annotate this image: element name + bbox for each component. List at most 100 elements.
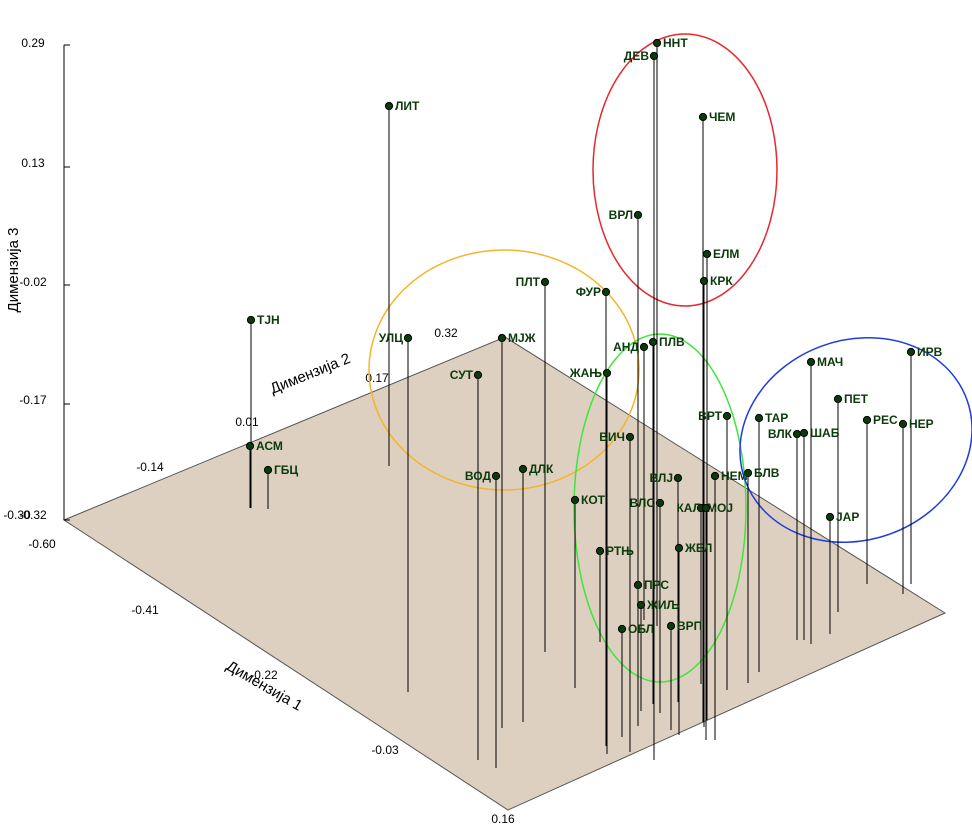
point-marker-5 <box>702 249 712 259</box>
point-label-32: ВЛЈ <box>650 471 673 485</box>
point-marker-29 <box>518 464 528 474</box>
point-label-37: ЈАР <box>836 510 859 524</box>
point-label-4: ВРЛ <box>609 208 633 222</box>
point-marker-18 <box>833 394 843 404</box>
point-marker-15 <box>473 370 483 380</box>
point-marker-36 <box>701 503 711 513</box>
point-marker-22 <box>898 419 908 429</box>
point-label-0: ННТ <box>663 36 688 50</box>
point-label-40: ПРС <box>644 578 669 592</box>
point-marker-13 <box>648 337 658 347</box>
point-label-10: УЛЦ <box>379 331 403 345</box>
point-marker-31 <box>710 471 720 481</box>
point-marker-25 <box>625 432 635 442</box>
y-tick-label-3: 0.17 <box>365 371 389 385</box>
point-marker-8 <box>601 287 611 297</box>
x-tick-label-4: 0.16 <box>491 812 515 826</box>
point-marker-34 <box>655 498 665 508</box>
point-label-23: ВЛК <box>768 427 793 441</box>
point-marker-3 <box>384 101 394 111</box>
x-tick-label-1: -0.41 <box>131 603 159 617</box>
point-label-22: НЕР <box>909 417 934 431</box>
cluster-ellipse-orange <box>368 249 640 491</box>
point-label-33: КОТ <box>581 493 606 507</box>
point-marker-2 <box>698 112 708 122</box>
cluster-ellipse-red <box>592 33 778 307</box>
point-label-16: МАЧ <box>817 355 843 369</box>
point-label-30: БЛВ <box>754 466 780 480</box>
point-label-26: АСМ <box>256 439 283 453</box>
point-label-5: ЕЛМ <box>713 247 739 261</box>
point-label-2: ЧЕМ <box>709 110 735 124</box>
point-label-3: ЛИТ <box>395 99 420 113</box>
point-label-25: ВИЧ <box>599 430 625 444</box>
point-label-39: ЖЕЛ <box>684 541 712 555</box>
point-marker-39 <box>674 543 684 553</box>
point-label-11: МЈЖ <box>508 331 536 345</box>
point-marker-42 <box>617 624 627 634</box>
point-marker-11 <box>497 333 507 343</box>
point-marker-1 <box>649 51 659 61</box>
point-marker-4 <box>633 210 643 220</box>
cluster-ellipse-blue <box>739 336 972 544</box>
point-marker-38 <box>595 546 605 556</box>
point-marker-6 <box>699 276 709 286</box>
z-tick-label-0: -0.32 <box>19 508 47 522</box>
point-label-24: ШАБ <box>810 426 840 440</box>
points-layer: ННТ ДЕВ ЧЕМ ЛИТ ВРЛ ЕЛМ КРК ПЛТ ФУР ТЈН УЛЦ МЈЖ АНД П… <box>245 36 943 768</box>
point-marker-0 <box>652 38 662 48</box>
point-label-13: ПЛВ <box>659 335 685 349</box>
point-label-15: СУТ <box>450 368 474 382</box>
x-tick-label-0: -0.60 <box>28 537 56 551</box>
point-label-6: КРК <box>710 274 733 288</box>
point-marker-17 <box>906 347 916 357</box>
point-label-21: РЕС <box>873 413 898 427</box>
point-label-9: ТЈН <box>257 313 280 327</box>
point-marker-7 <box>540 277 550 287</box>
point-label-41: ЖИЉ <box>646 598 680 612</box>
point-label-29: ДЛК <box>529 462 554 476</box>
point-marker-26 <box>245 441 255 451</box>
point-marker-16 <box>806 357 816 367</box>
point-marker-12 <box>639 342 649 352</box>
point-marker-37 <box>825 512 835 522</box>
y-tick-label-2: 0.01 <box>235 415 259 429</box>
x-tick-label-3: -0.03 <box>371 743 399 757</box>
point-marker-21 <box>862 415 872 425</box>
point-label-36: КАЛ <box>676 501 701 515</box>
point-label-27: ГБЦ <box>274 463 298 477</box>
point-label-38: РТЊ <box>606 544 634 558</box>
z-axis-title: Димензија 3 <box>5 228 22 313</box>
point-label-43: ВРП <box>677 619 702 633</box>
point-marker-14 <box>602 368 612 378</box>
point-marker-40 <box>633 580 643 590</box>
y-tick-label-1: -0.14 <box>136 460 164 474</box>
x-tick-label-2: -0.22 <box>250 668 278 682</box>
point-marker-33 <box>570 495 580 505</box>
point-marker-41 <box>636 600 646 610</box>
point-label-12: АНД <box>613 340 639 354</box>
point-marker-28 <box>491 471 501 481</box>
y-tick-label-0: -0.30 <box>3 508 31 522</box>
point-label-7: ПЛТ <box>516 275 541 289</box>
y-axis-title: Димензија 2 <box>268 350 353 398</box>
point-label-28: ВОД <box>465 469 492 483</box>
point-marker-24 <box>799 428 809 438</box>
point-label-19: ВРТ <box>698 409 723 423</box>
z-tick-label-2: -0.02 <box>19 275 47 289</box>
point-label-18: ПЕТ <box>844 392 869 406</box>
point-marker-32 <box>673 473 683 483</box>
point-marker-23 <box>792 429 802 439</box>
point-marker-20 <box>754 413 764 423</box>
z-tick-label-4: 0.29 <box>21 36 45 50</box>
point-marker-30 <box>743 468 753 478</box>
point-marker-27 <box>263 465 273 475</box>
point-label-20: ТАР <box>765 411 788 425</box>
point-marker-43 <box>666 621 676 631</box>
point-label-42: ОБЛ <box>628 622 654 636</box>
point-label-1: ДЕВ <box>624 49 650 63</box>
y-tick-label-4: 0.32 <box>434 326 458 340</box>
point-marker-10 <box>403 333 413 343</box>
point-label-35: МОЈ <box>707 501 733 515</box>
